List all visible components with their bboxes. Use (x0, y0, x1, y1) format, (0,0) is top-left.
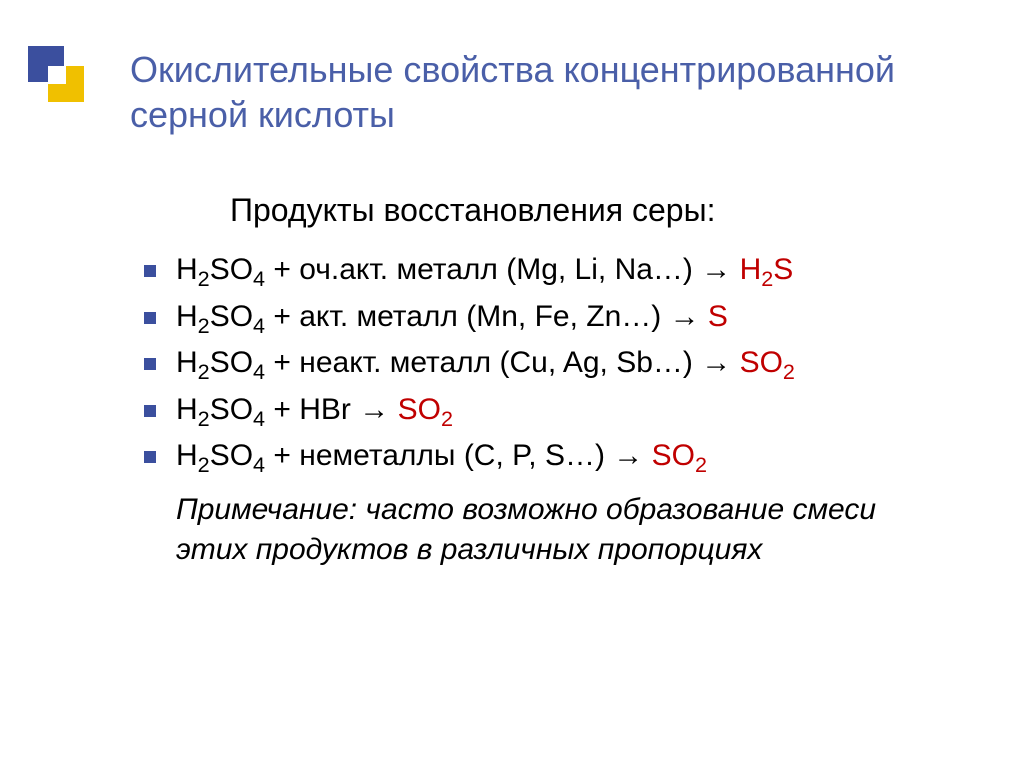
reagent-text: + акт. металл (Mn, Fe, Zn…) → (265, 300, 708, 333)
slide: Окислительные свойства концентрированной… (0, 0, 1024, 768)
formula-lhs: H2SO4 (176, 439, 265, 472)
bullet-list: H2SO4 + оч.акт. металл (Mg, Li, Na…) → H… (140, 247, 964, 480)
content-subtitle: Продукты восстановления серы: (230, 192, 964, 229)
formula-lhs: H2SO4 (176, 253, 265, 286)
product: SO2 (398, 393, 453, 426)
reagent-text: + неакт. металл (Cu, Ag, Sb…) → (265, 346, 740, 379)
note-line-2: этих продуктов в различных пропорциях (176, 533, 762, 566)
product: H2S (740, 253, 794, 286)
reagent-text: + HBr → (265, 393, 398, 426)
list-item: H2SO4 + неакт. металл (Cu, Ag, Sb…) → SO… (140, 340, 964, 387)
reagent-text: + оч.акт. металл (Mg, Li, Na…) → (265, 253, 740, 286)
formula-lhs: H2SO4 (176, 300, 265, 333)
slide-content: Продукты восстановления серы: H2SO4 + оч… (140, 192, 964, 571)
list-item: H2SO4 + оч.акт. металл (Mg, Li, Na…) → H… (140, 247, 964, 294)
list-item: H2SO4 + акт. металл (Mn, Fe, Zn…) → S (140, 294, 964, 341)
logo-square-white (48, 66, 66, 84)
logo-icon (28, 46, 86, 104)
title-line-2: серной кислоты (130, 94, 395, 135)
list-item: H2SO4 + неметаллы (C, P, S…) → SO2 (140, 433, 964, 480)
note-line-1: Примечание: часто возможно образование с… (176, 493, 876, 526)
reagent-text: + неметаллы (C, P, S…) → (265, 439, 652, 472)
footnote: Примечание: часто возможно образование с… (176, 490, 964, 571)
formula-lhs: H2SO4 (176, 393, 265, 426)
title-line-1: Окислительные свойства концентрированной (130, 49, 895, 90)
product: SO2 (740, 346, 795, 379)
product: SO2 (652, 439, 707, 472)
list-item: H2SO4 + HBr → SO2 (140, 387, 964, 434)
formula-lhs: H2SO4 (176, 346, 265, 379)
product: S (708, 300, 728, 333)
slide-title: Окислительные свойства концентрированной… (130, 47, 964, 137)
